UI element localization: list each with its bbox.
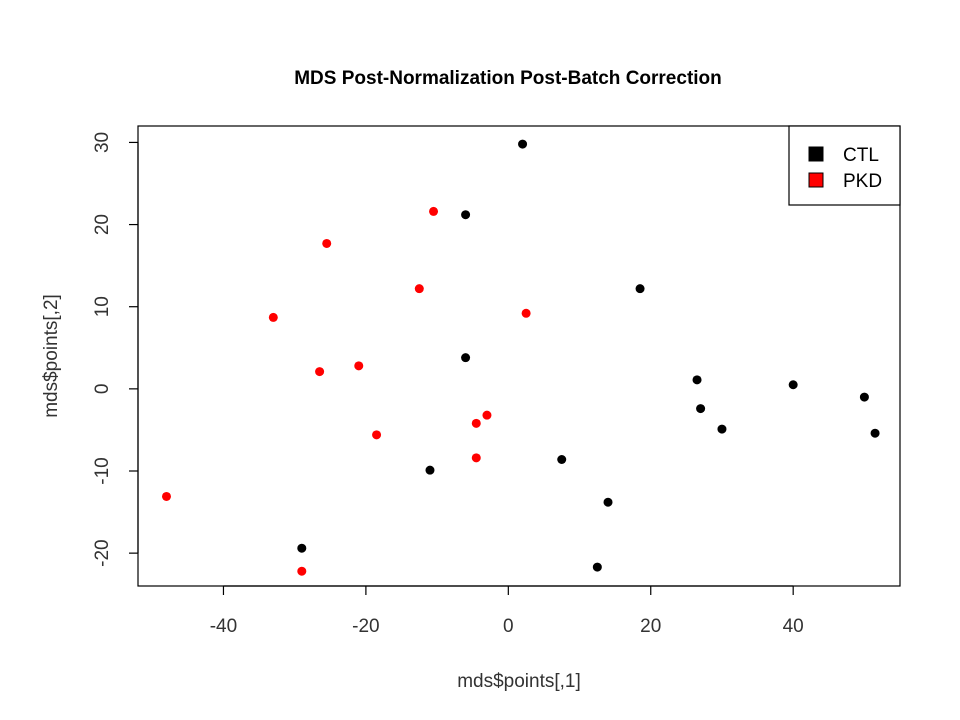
chart-title: MDS Post-Normalization Post-Batch Correc…	[294, 68, 722, 89]
y-tick-label: -20	[92, 539, 113, 566]
data-points	[161, 139, 880, 576]
data-point-pkd	[354, 361, 364, 371]
x-axis: -40 -20 0 20 40	[210, 585, 804, 637]
x-tick-label: 20	[640, 616, 661, 637]
x-tick-label: -40	[210, 616, 237, 637]
y-tick-label: 10	[92, 296, 113, 317]
y-axis: -20 -10 0 10 20 30	[92, 132, 139, 567]
legend: CTL PKD	[788, 125, 901, 206]
data-point-pkd	[268, 312, 278, 322]
data-point-ctl	[692, 375, 702, 385]
data-point-pkd	[414, 284, 424, 294]
y-tick-label: -10	[92, 457, 113, 484]
data-point-ctl	[592, 562, 602, 572]
y-tick-label: 30	[92, 132, 113, 153]
x-tick-label: 40	[783, 616, 804, 637]
data-point-ctl	[297, 543, 307, 553]
data-point-ctl	[425, 465, 435, 475]
legend-swatch-ctl	[808, 146, 824, 162]
legend-swatch-pkd	[808, 172, 824, 188]
data-point-ctl	[461, 210, 471, 220]
data-point-ctl	[635, 284, 645, 294]
x-axis-label: mds$points[,1]	[457, 671, 581, 692]
data-point-pkd	[471, 453, 481, 463]
legend-box	[788, 125, 901, 206]
data-point-ctl	[717, 424, 727, 434]
y-tick-label: 0	[92, 384, 113, 395]
data-point-pkd	[429, 206, 439, 216]
legend-label-pkd: PKD	[843, 171, 882, 192]
data-point-pkd	[322, 238, 332, 248]
data-point-ctl	[518, 139, 528, 149]
data-point-ctl	[461, 353, 471, 363]
y-axis-label: mds$points[,2]	[41, 294, 62, 418]
y-tick-label: 20	[92, 214, 113, 235]
x-tick-label: 0	[503, 616, 514, 637]
data-point-pkd	[471, 418, 481, 428]
plot-frame	[137, 125, 901, 587]
series-pkd	[161, 206, 531, 576]
data-point-pkd	[521, 308, 531, 318]
data-point-ctl	[696, 404, 706, 414]
data-point-ctl	[603, 497, 613, 507]
data-point-ctl	[788, 380, 798, 390]
data-point-ctl	[557, 455, 567, 464]
data-point-pkd	[297, 566, 307, 576]
data-point-ctl	[859, 392, 869, 402]
data-point-pkd	[372, 430, 382, 440]
data-point-pkd	[315, 367, 325, 377]
series-ctl	[297, 139, 880, 572]
data-point-ctl	[870, 428, 880, 438]
x-tick-label: -20	[352, 616, 379, 637]
data-point-pkd	[161, 491, 171, 501]
legend-label-ctl: CTL	[843, 145, 879, 166]
data-point-pkd	[482, 410, 492, 420]
